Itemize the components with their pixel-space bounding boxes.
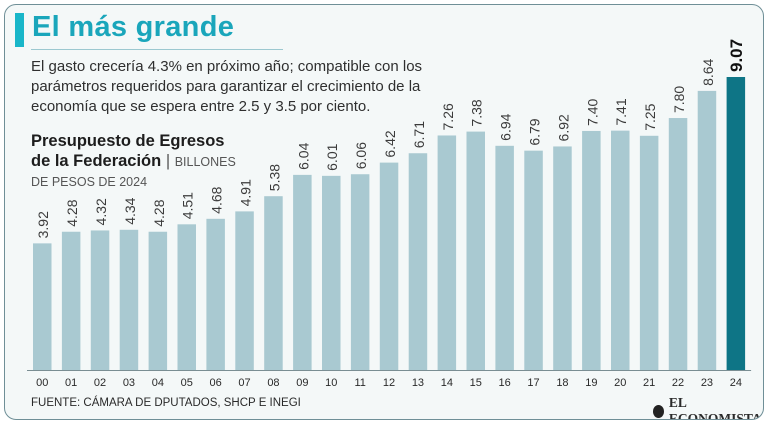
category-label-16: 16 bbox=[499, 377, 511, 389]
value-label-22: 7.80 bbox=[671, 86, 687, 113]
value-label-15: 7.38 bbox=[469, 99, 485, 126]
bar-23 bbox=[697, 90, 717, 371]
chart-title: Presupuesto de Egresos de la Federación … bbox=[31, 131, 236, 172]
category-label-09: 09 bbox=[296, 377, 308, 389]
bar-11 bbox=[350, 174, 370, 370]
bar-24 bbox=[726, 77, 746, 370]
chart-title-line2: de la Federación bbox=[31, 152, 162, 170]
value-label-24: 9.07 bbox=[727, 39, 746, 72]
bar-09 bbox=[293, 174, 312, 370]
chart-units-line2: DE PESOS DE 2024 bbox=[31, 175, 148, 189]
publisher-logo-icon bbox=[653, 404, 664, 418]
bar-08 bbox=[264, 196, 283, 370]
category-label-05: 05 bbox=[181, 377, 193, 389]
value-label-21: 7.25 bbox=[642, 103, 658, 130]
intro-text: El gasto crecería 4.3% en próximo año; c… bbox=[31, 58, 423, 115]
category-label-15: 15 bbox=[470, 377, 482, 389]
publisher-logo: EL ECONOMISTA bbox=[653, 395, 763, 420]
headline-underline bbox=[31, 49, 283, 50]
bar-15 bbox=[466, 131, 485, 370]
value-label-17: 6.79 bbox=[527, 118, 543, 145]
bar-05 bbox=[177, 224, 196, 370]
value-label-19: 7.40 bbox=[584, 98, 600, 125]
value-label-12: 6.42 bbox=[382, 130, 398, 157]
category-label-03: 03 bbox=[123, 377, 135, 389]
bar-03 bbox=[119, 229, 139, 370]
bar-19 bbox=[582, 130, 601, 370]
category-label-21: 21 bbox=[643, 377, 655, 389]
category-label-04: 04 bbox=[152, 377, 164, 389]
value-label-05: 4.51 bbox=[180, 192, 196, 219]
category-label-08: 08 bbox=[267, 377, 279, 389]
value-label-08: 5.38 bbox=[266, 164, 282, 191]
value-label-20: 7.41 bbox=[613, 98, 629, 125]
category-label-02: 02 bbox=[94, 377, 106, 389]
value-label-03: 4.34 bbox=[122, 197, 138, 224]
bar-01 bbox=[61, 231, 81, 370]
bar-21 bbox=[639, 135, 659, 370]
bar-20 bbox=[611, 130, 630, 370]
category-label-22: 22 bbox=[672, 377, 684, 389]
category-label-10: 10 bbox=[325, 377, 337, 389]
source-note: FUENTE: CÁMARA DE DPUTADOS, SHCP E INEGI bbox=[31, 397, 301, 409]
category-label-18: 18 bbox=[556, 377, 568, 389]
category-label-14: 14 bbox=[441, 377, 453, 389]
headline: El más grande bbox=[32, 11, 235, 43]
value-label-00: 3.92 bbox=[35, 211, 51, 238]
category-label-17: 17 bbox=[527, 377, 539, 389]
bar-16 bbox=[495, 145, 514, 370]
category-label-01: 01 bbox=[65, 377, 77, 389]
value-label-02: 4.32 bbox=[93, 198, 109, 225]
value-label-18: 6.92 bbox=[555, 114, 571, 141]
value-label-11: 6.06 bbox=[353, 142, 369, 169]
bar-02 bbox=[90, 230, 110, 370]
category-label-06: 06 bbox=[210, 377, 222, 389]
bar-14 bbox=[437, 135, 457, 370]
category-label-12: 12 bbox=[383, 377, 395, 389]
value-label-04: 4.28 bbox=[151, 199, 167, 226]
category-label-24: 24 bbox=[730, 377, 742, 389]
value-label-23: 8.64 bbox=[700, 58, 716, 85]
bar-18 bbox=[553, 146, 572, 370]
value-label-01: 4.28 bbox=[64, 199, 80, 226]
bar-06 bbox=[206, 218, 225, 370]
value-label-06: 4.68 bbox=[209, 186, 225, 213]
chart-title-line2-row: de la Federación | BILLONES bbox=[31, 151, 236, 172]
headline-accent-bar bbox=[15, 13, 24, 47]
value-label-09: 6.04 bbox=[295, 142, 311, 169]
bar-13 bbox=[408, 153, 428, 370]
bar-17 bbox=[524, 150, 543, 370]
category-label-20: 20 bbox=[614, 377, 626, 389]
value-label-14: 7.26 bbox=[440, 103, 456, 130]
bar-12 bbox=[379, 162, 399, 370]
category-label-07: 07 bbox=[238, 377, 250, 389]
category-label-13: 13 bbox=[412, 377, 424, 389]
category-label-11: 11 bbox=[354, 377, 365, 389]
bar-chart: 3.92 00 4.28 01 4.32 02 4.34 03 4.28 04 4.51 05 4.68… bbox=[27, 39, 752, 389]
infographic-frame: El más grande El gasto crecería 4.3% en … bbox=[4, 4, 764, 420]
category-label-23: 23 bbox=[701, 377, 713, 389]
chart-title-line1: Presupuesto de Egresos bbox=[31, 132, 225, 150]
bar-22 bbox=[668, 118, 688, 370]
chart-title-separator: | bbox=[165, 152, 171, 170]
bar-10 bbox=[322, 175, 341, 370]
value-label-16: 6.94 bbox=[498, 113, 514, 140]
value-label-07: 4.91 bbox=[238, 179, 254, 206]
bar-04 bbox=[148, 231, 168, 370]
category-label-19: 19 bbox=[585, 377, 597, 389]
chart-units-line1: BILLONES bbox=[174, 155, 236, 169]
category-label-00: 00 bbox=[36, 377, 48, 389]
value-label-10: 6.01 bbox=[324, 143, 340, 170]
value-label-13: 6.71 bbox=[411, 121, 427, 148]
bar-00 bbox=[33, 243, 52, 370]
bar-07 bbox=[235, 211, 254, 370]
publisher-logo-text: EL ECONOMISTA bbox=[668, 395, 762, 420]
